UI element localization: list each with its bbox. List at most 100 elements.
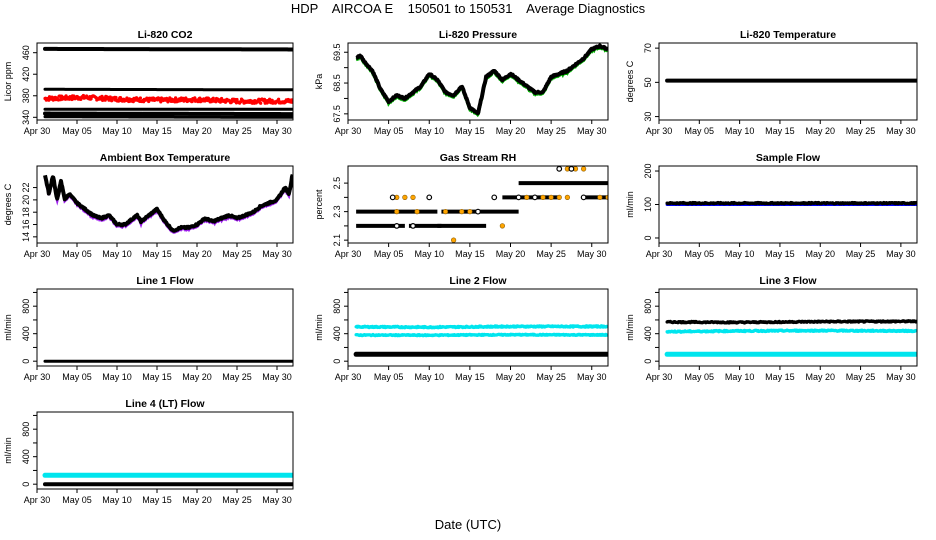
data-point	[499, 223, 505, 229]
data-point	[108, 95, 112, 99]
y-tick-label: 0	[643, 359, 653, 364]
data-point	[125, 96, 129, 100]
x-tick-label: May 20	[496, 126, 526, 136]
data-point	[389, 194, 396, 201]
data-band	[43, 111, 293, 117]
series-low3	[43, 115, 293, 119]
data-point	[114, 95, 118, 100]
y-tick-label: 800	[643, 299, 653, 314]
x-tick-label: May 10	[414, 126, 444, 136]
plot-frame	[658, 288, 918, 367]
y-tick-label: 2.1	[332, 234, 342, 247]
y-tick-label: 800	[21, 422, 31, 437]
series-ambient	[43, 93, 293, 105]
x-tick-label: May 30	[886, 249, 916, 259]
y-axis-label: kPa	[314, 74, 324, 90]
x-tick-label: Apr 30	[24, 126, 51, 136]
x-tick-label: May 25	[222, 372, 252, 382]
panel-line2_flow: Line 2 Flow ml/min 0 400 800 Apr 30 May 05 May …	[314, 275, 609, 382]
y-tick-label: 20	[21, 195, 31, 205]
panel-line3_flow: Line 3 Flow ml/min 0 400 800 Apr 30 May 05 May …	[625, 275, 918, 382]
x-tick-label: May 10	[414, 249, 444, 259]
x-tick-label: May 30	[262, 126, 292, 136]
panel-licor_temp: Li-820 Temperature degrees C 30 50 70 Apr 30 M…	[625, 29, 918, 136]
data-point	[475, 208, 481, 215]
data-point	[548, 194, 554, 200]
data-point	[540, 194, 546, 200]
data-point	[581, 166, 587, 172]
data-point	[410, 222, 416, 229]
x-tick-label: May 25	[846, 249, 876, 259]
data-point	[259, 101, 263, 105]
x-tick-label: May 20	[496, 249, 526, 259]
data-point	[218, 100, 222, 104]
data-point	[524, 194, 530, 200]
plot-frame	[347, 288, 609, 367]
x-tick-label: Apr 30	[646, 249, 673, 259]
y-axis-label: degrees C	[625, 60, 635, 102]
x-tick-label: May 10	[725, 372, 755, 382]
x-tick-label: May 15	[142, 126, 172, 136]
panel-pressure: Li-820 Pressure kPa 67.5 68.5 69.5 Apr 30 May …	[314, 29, 609, 136]
plot-frame	[658, 42, 918, 121]
panel-title: Line 1 Flow	[136, 275, 194, 287]
x-tick-label: May 05	[374, 126, 404, 136]
x-tick-label: May 30	[886, 126, 916, 136]
y-tick-label: 67.5	[332, 105, 342, 123]
series-flow	[665, 200, 917, 206]
panel-sample_flow: Sample Flow ml/min 0 100 200 Apr 30 May 05 May …	[625, 152, 918, 259]
data-point	[459, 209, 465, 215]
plot-area	[42, 472, 293, 487]
y-axis-label: ml/min	[314, 314, 324, 341]
data-point	[556, 166, 563, 172]
x-tick-label: May 15	[765, 126, 795, 136]
x-tick-label: Apr 30	[24, 372, 51, 382]
data-line	[43, 174, 293, 233]
data-point	[451, 237, 457, 243]
x-tick-label: May 10	[725, 249, 755, 259]
x-tick-label: May 25	[222, 126, 252, 136]
data-point	[394, 209, 400, 215]
y-tick-label: 0	[21, 359, 31, 364]
series-mid	[43, 87, 293, 92]
x-tick-label: May 25	[846, 372, 876, 382]
panel-title: Sample Flow	[756, 152, 821, 164]
x-tick-label: May 25	[536, 126, 566, 136]
x-tick-label: May 25	[846, 126, 876, 136]
data-point	[491, 194, 498, 201]
x-tick-label: May 15	[142, 372, 172, 382]
data-point	[442, 209, 449, 215]
panel-co2: Li-820 CO2 Licor ppm 340 380 420 460 Apr 30 May…	[3, 29, 294, 136]
y-tick-label: 800	[332, 299, 342, 314]
plot-area	[665, 200, 917, 206]
data-point	[138, 96, 142, 100]
x-tick-label: Apr 30	[24, 495, 51, 505]
panel-title: Li-820 Temperature	[740, 29, 836, 41]
y-tick-label: 420	[21, 67, 31, 82]
data-point	[410, 194, 416, 200]
x-tick-label: May 20	[182, 249, 212, 259]
y-tick-label: 460	[21, 45, 31, 60]
y-axis-label: degrees C	[3, 183, 13, 225]
y-tick-label: 380	[21, 88, 31, 103]
x-tick-label: May 05	[62, 372, 92, 382]
y-axis-label: percent	[314, 189, 324, 220]
y-tick-label: 200	[643, 164, 653, 179]
x-tick-label: May 05	[685, 126, 715, 136]
x-tick-label: May 30	[262, 249, 292, 259]
panel-title: Li-820 Pressure	[439, 29, 517, 41]
x-tick-label: May 10	[414, 372, 444, 382]
x-tick-label: Apr 30	[335, 249, 362, 259]
x-tick-label: Apr 30	[24, 249, 51, 259]
x-tick-label: May 25	[536, 249, 566, 259]
x-tick-label: May 15	[142, 249, 172, 259]
x-tick-label: May 30	[262, 372, 292, 382]
x-tick-label: Apr 30	[335, 372, 362, 382]
x-tick-label: May 30	[886, 372, 916, 382]
y-tick-label: 30	[643, 112, 653, 122]
y-tick-label: 100	[643, 197, 653, 212]
x-tick-label: Apr 30	[335, 126, 362, 136]
x-tick-label: May 05	[62, 495, 92, 505]
x-tick-label: May 25	[536, 372, 566, 382]
